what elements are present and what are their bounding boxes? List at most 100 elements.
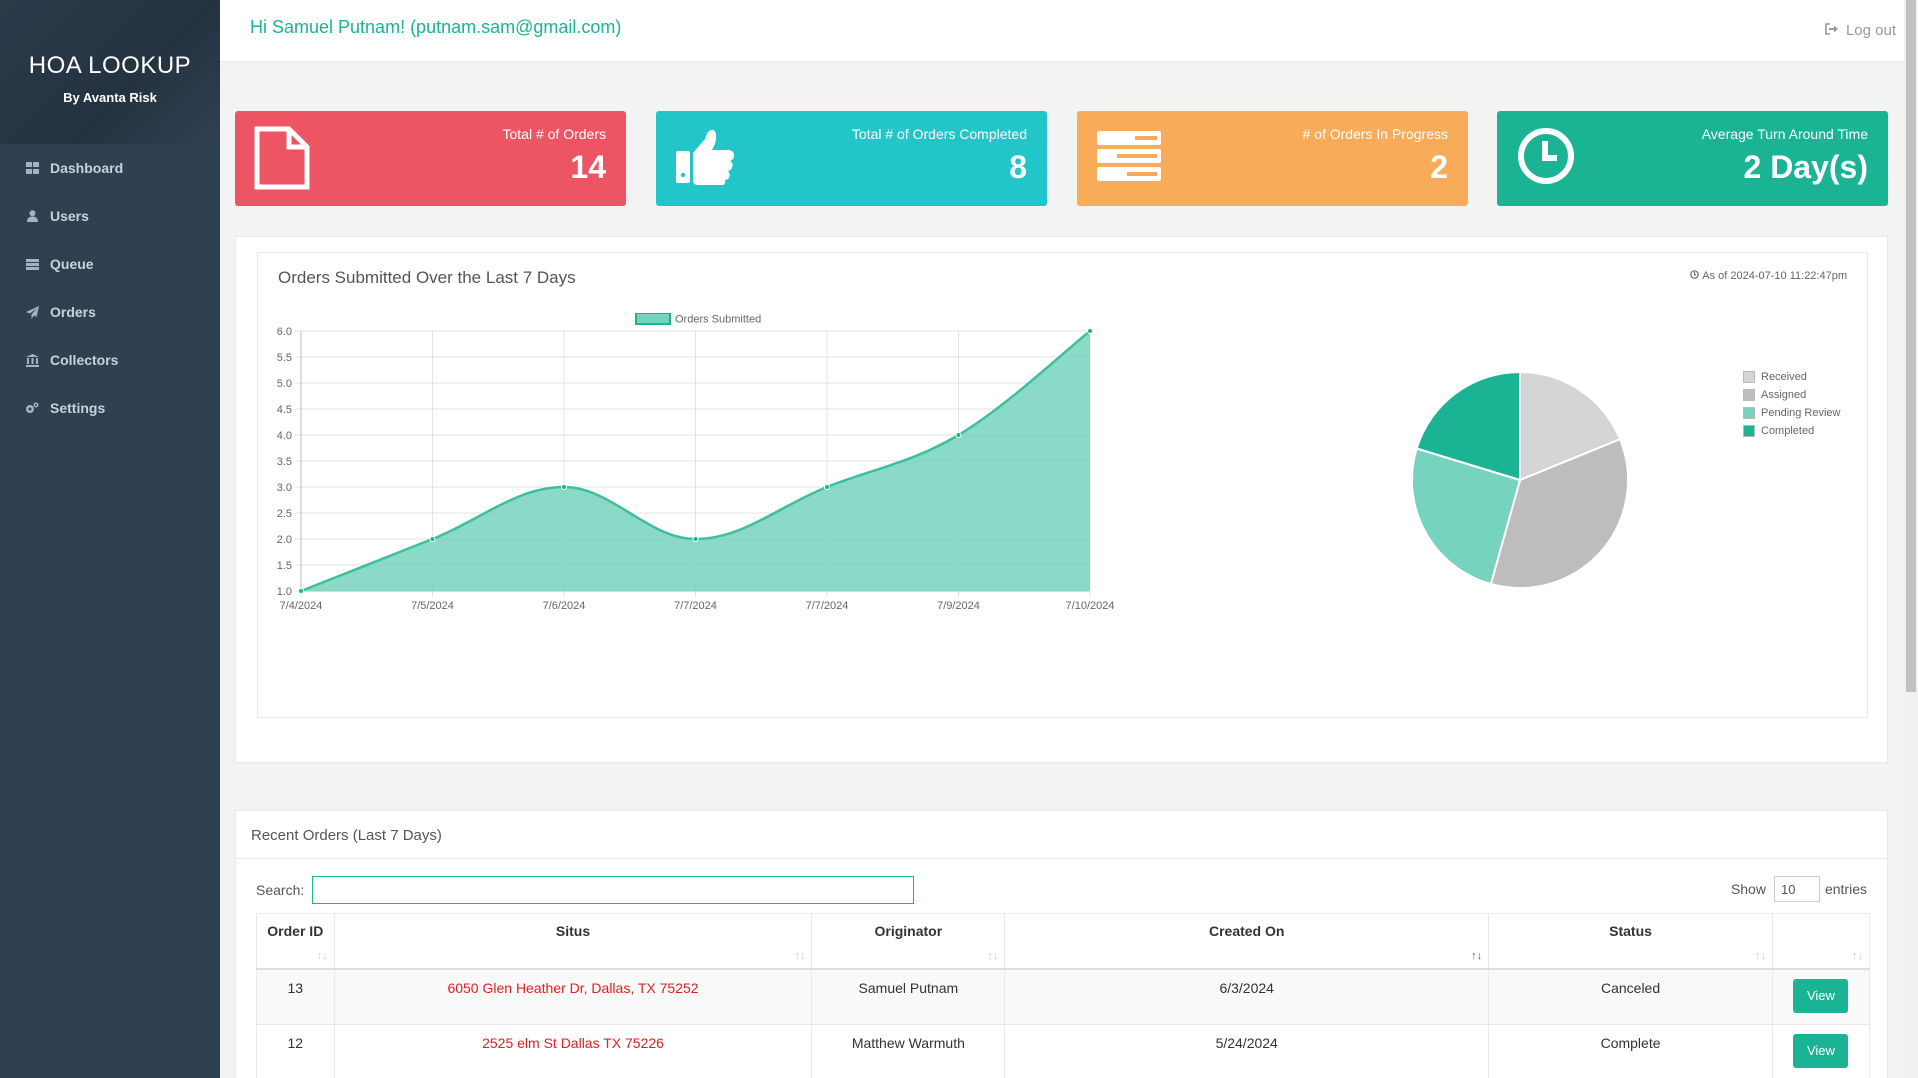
user-greeting: Hi Samuel Putnam! (putnam.sam@gmail.com) — [250, 17, 622, 37]
stat-label: # of Orders In Progress — [1302, 126, 1448, 142]
entries-per-page-select[interactable]: 10 — [1773, 876, 1820, 902]
view-button[interactable]: View — [1793, 1034, 1849, 1068]
sort-icon: ↑↓ — [794, 949, 806, 962]
data-point — [429, 536, 436, 542]
data-point — [1087, 328, 1093, 334]
sidebar-item-collectors[interactable]: Collectors — [0, 336, 220, 384]
y-tick-label: 4.0 — [277, 430, 292, 442]
scrollbar-thumb[interactable] — [1906, 0, 1916, 692]
y-tick-label: 3.5 — [277, 456, 292, 468]
y-tick-label: 4.5 — [277, 404, 292, 416]
pie-legend-item: Completed — [1743, 422, 1841, 440]
area-fill — [301, 331, 1090, 591]
file-icon — [253, 125, 311, 196]
column-header-situs[interactable]: Situs ↑↓ — [333, 913, 813, 970]
stat-label: Total # of Orders — [502, 126, 607, 142]
stat-value: 2 — [1430, 149, 1448, 185]
table-header-row: Order ID ↑↓ Situs ↑↓ Originator ↑↓ Created … — [256, 913, 1871, 970]
legend-label: Orders Submitted — [675, 314, 761, 326]
stat-card-orders-completed: Total # of Orders Completed 8 — [656, 111, 1047, 206]
orders-line-chart: Orders Submitted 1.0 1.5 2.0 2.5 3.0 3.5 4.0 4.5… — [277, 313, 1115, 612]
action-cell: View — [1771, 968, 1871, 1025]
sort-icon: ↑↓ — [316, 949, 328, 962]
thumbs-up-icon — [674, 125, 736, 192]
x-tick-label: 7/7/2024 — [806, 600, 849, 612]
stat-card-orders-in-progress: # of Orders In Progress 2 — [1077, 111, 1468, 206]
as-of-text: As of 2024-07-10 11:22:47pm — [1702, 270, 1847, 282]
legend-swatch — [635, 313, 671, 325]
sidebar-item-queue[interactable]: Queue — [0, 240, 220, 288]
recent-orders-title: Recent Orders (Last 7 Days) — [236, 811, 1887, 859]
table-row: 13 6050 Glen Heather Dr, Dallas, TX 7525… — [256, 968, 1871, 1025]
legend-swatch — [1743, 389, 1755, 401]
pie-legend: Received Assigned Pending Review Completed — [1743, 368, 1841, 440]
logout-link[interactable]: Log out — [1825, 22, 1896, 39]
clock-icon — [1690, 270, 1700, 282]
chart-title: Orders Submitted Over the Last 7 Days — [278, 268, 576, 287]
stat-card-total-orders: Total # of Orders 14 — [235, 111, 626, 206]
status-cell: Canceled — [1488, 968, 1773, 1025]
sidebar-item-dashboard[interactable]: Dashboard — [0, 144, 220, 192]
y-tick-label: 2.0 — [277, 534, 292, 546]
status-cell: Complete — [1488, 1024, 1773, 1078]
column-header-status[interactable]: Status ↑↓ — [1488, 913, 1773, 970]
y-tick-label: 5.0 — [277, 378, 292, 390]
top-bar: Hi Samuel Putnam! (putnam.sam@gmail.com)… — [220, 0, 1904, 62]
recent-orders-panel: Recent Orders (Last 7 Days) Search: Show… — [235, 810, 1888, 1078]
clock-icon — [1515, 125, 1577, 192]
sidebar-nav: Dashboard Users Queue Orders Collectors … — [0, 144, 220, 432]
originator-cell: Matthew Warmuth — [811, 1024, 1006, 1078]
entries-label: entries — [1824, 881, 1867, 897]
situs-cell: 2525 elm St Dallas TX 75226 — [333, 1024, 813, 1078]
search-input[interactable] — [312, 876, 915, 904]
sidebar-item-label: Queue — [50, 256, 94, 272]
logout-label: Log out — [1845, 22, 1896, 39]
sidebar: HOA LOOKUP By Avanta Risk Dashboard User… — [0, 0, 220, 1078]
situs-link[interactable]: 2525 elm St Dallas TX 75226 — [482, 1035, 664, 1051]
y-tick-label: 1.5 — [277, 560, 292, 572]
column-header-order-id[interactable]: Order ID ↑↓ — [256, 913, 335, 970]
sidebar-item-users[interactable]: Users — [0, 192, 220, 240]
sidebar-item-label: Dashboard — [50, 160, 124, 176]
brand-title: HOA LOOKUP — [28, 52, 192, 79]
column-header-created-on[interactable]: Created On ↑↓ — [1004, 913, 1490, 970]
data-point — [298, 588, 304, 594]
sidebar-item-settings[interactable]: Settings — [0, 384, 220, 432]
y-tick-label: 5.5 — [277, 352, 292, 364]
situs-link[interactable]: 6050 Glen Heather Dr, Dallas, TX 75252 — [447, 979, 699, 996]
sidebar-item-orders[interactable]: Orders — [0, 288, 220, 336]
sidebar-item-label: Users — [50, 208, 89, 224]
view-button[interactable]: View — [1793, 978, 1849, 1013]
pie-slice-received — [1519, 370, 1622, 482]
created-on-cell: 5/24/2024 — [1004, 1024, 1490, 1078]
column-header-actions[interactable]: ↑↓ — [1771, 913, 1871, 970]
sidebar-item-label: Collectors — [50, 352, 119, 368]
sort-icon: ↑↓ — [1852, 949, 1863, 962]
table-row: 12 2525 elm St Dallas TX 75226 Matthew W… — [256, 1024, 1871, 1078]
column-header-originator[interactable]: Originator ↑↓ — [811, 913, 1006, 970]
search-label: Search: — [256, 882, 305, 898]
page-scrollbar[interactable] — [1904, 0, 1918, 1078]
pie-legend-item: Assigned — [1743, 386, 1841, 404]
x-tick-label: 7/9/2024 — [937, 600, 980, 612]
legend-swatch — [1743, 425, 1755, 437]
legend-label: Received — [1761, 371, 1807, 383]
column-header-label: Originator — [874, 923, 943, 939]
pie-slice-assigned — [1489, 437, 1629, 589]
chart-panel: Orders Submitted Over the Last 7 Days As… — [235, 236, 1888, 763]
tasks-icon — [1095, 125, 1163, 192]
data-point — [824, 484, 830, 490]
stat-label: Average Turn Around Time — [1701, 126, 1868, 142]
stat-label: Total # of Orders Completed — [851, 126, 1027, 142]
data-point — [561, 484, 567, 490]
legend-label: Completed — [1761, 425, 1815, 437]
dashboard-icon — [24, 160, 40, 176]
order-id-cell: 13 — [256, 968, 335, 1025]
created-on-cell: 6/3/2024 — [1004, 968, 1490, 1025]
x-tick-label: 7/10/2024 — [1066, 600, 1115, 612]
pie-legend-item: Pending Review — [1743, 404, 1841, 422]
y-tick-label: 3.0 — [277, 482, 292, 494]
sign-out-icon — [1825, 22, 1838, 39]
order-id-cell: 12 — [256, 1024, 335, 1078]
bank-icon — [24, 352, 40, 368]
